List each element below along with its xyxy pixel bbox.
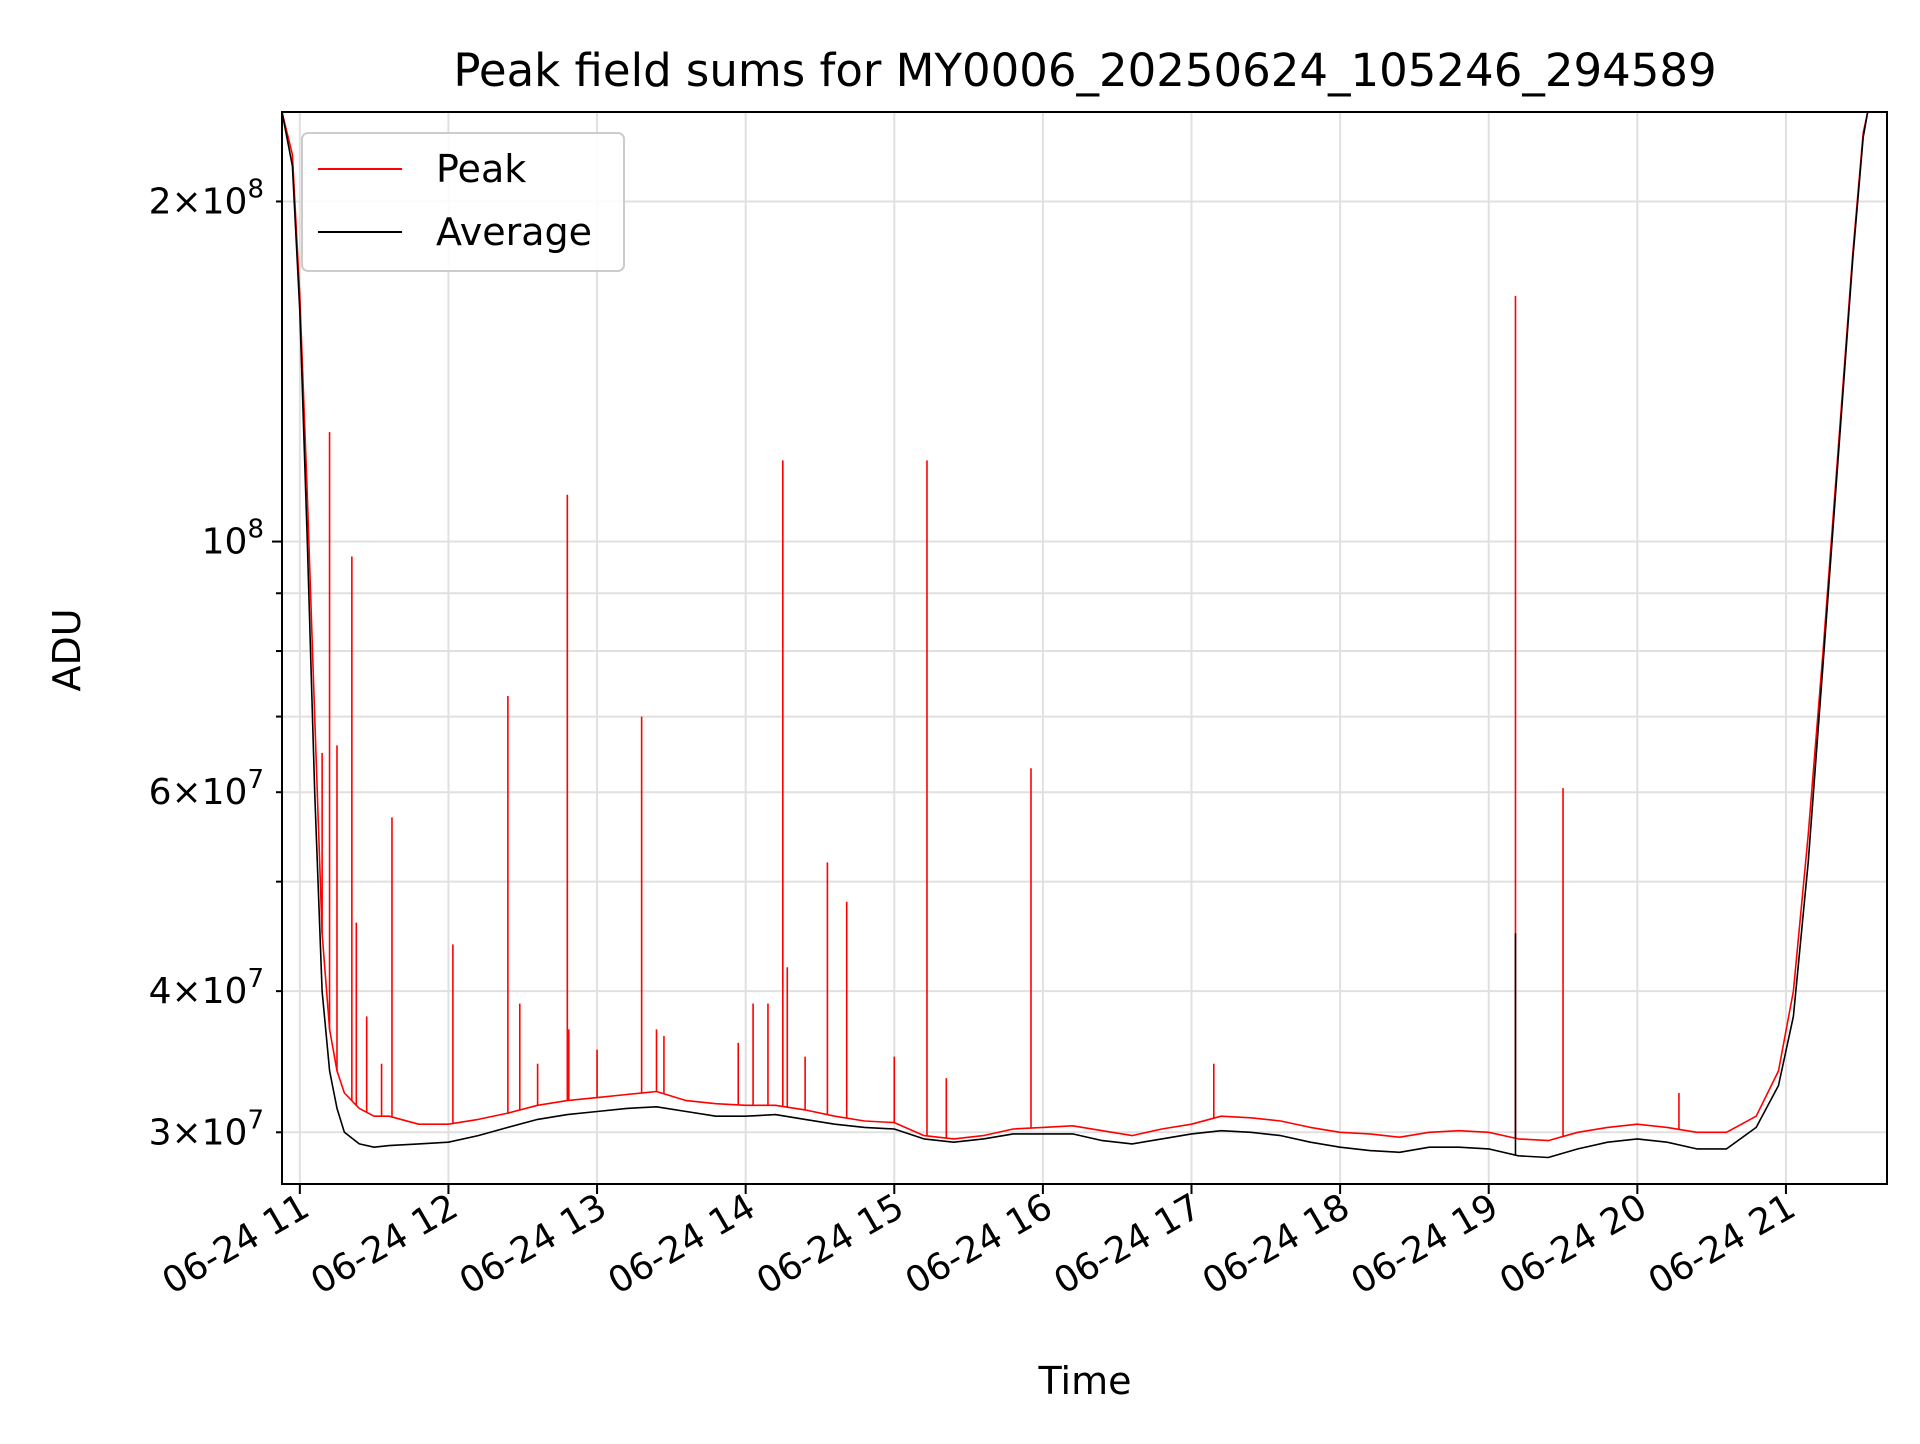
y-tick-label: 6×107 bbox=[149, 765, 264, 813]
series-line-peak bbox=[282, 112, 1869, 1142]
series-line-average bbox=[282, 112, 1869, 1159]
legend-box bbox=[301, 132, 625, 272]
chart-title: Peak field sums for MY0006_20250624_1052… bbox=[453, 44, 1716, 97]
y-tick-label: 108 bbox=[202, 515, 264, 563]
y-tick-label: 4×107 bbox=[149, 964, 264, 1012]
y-tick-label: 3×107 bbox=[149, 1105, 264, 1153]
series-layer bbox=[282, 112, 1869, 1159]
x-axis-label: Time bbox=[1038, 1359, 1132, 1403]
legend-label-peak: Peak bbox=[436, 147, 526, 191]
series-peak bbox=[282, 112, 1869, 1142]
series-average bbox=[282, 112, 1869, 1159]
grid bbox=[282, 112, 1887, 1184]
legend-label-average: Average bbox=[436, 210, 592, 254]
y-axis-label: ADU bbox=[45, 608, 89, 691]
plot-frame bbox=[281, 111, 1888, 1185]
legend: Peak Average bbox=[301, 132, 625, 272]
y-tick-label: 2×108 bbox=[149, 174, 264, 222]
